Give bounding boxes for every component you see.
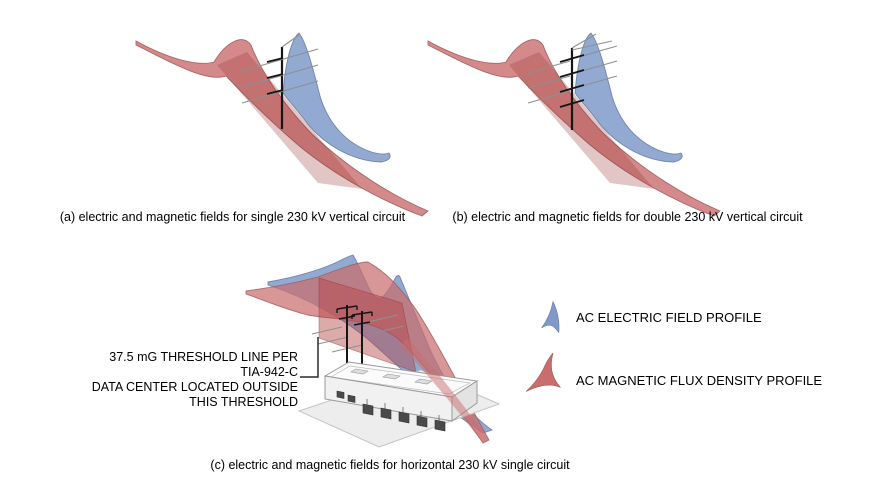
panel-a-caption: (a) electric and magnetic fields for sin… (59, 210, 406, 224)
panel-b-illustration (427, 32, 721, 217)
conductor-lines (241, 34, 319, 104)
crossarms (266, 57, 284, 95)
panel-a-illustration (135, 32, 429, 217)
threshold-annotation-line1: 37.5 mG THRESHOLD LINE PER (109, 350, 298, 364)
datacenter-annotation-line1: DATA CENTER LOCATED OUTSIDE (91, 380, 298, 394)
rooftop-units (350, 368, 433, 385)
threshold-leader-line (300, 337, 319, 378)
crossarms (559, 54, 585, 108)
panel-c-illustration (245, 254, 501, 448)
threshold-annotation-line2: TIA-942-C (240, 365, 298, 379)
magnetic-flux-tail-over-building (400, 338, 489, 443)
panel-b-caption: (b) electric and magnetic fields for dou… (452, 210, 803, 224)
datacenter-annotation-line2: THIS THRESHOLD (189, 395, 298, 409)
building-roof-parapet (329, 365, 472, 395)
generator-equipment (336, 390, 446, 432)
threshold-annotation: 37.5 mG THRESHOLD LINE PER TIA-942-C DAT… (28, 350, 298, 410)
conductor-lines (311, 314, 405, 353)
magnetic-flux-profile-icon (525, 352, 561, 392)
panel-c-caption: (c) electric and magnetic fields for hor… (210, 458, 570, 472)
electric-field-profile-icon (541, 301, 560, 333)
legend-label-magnetic: AC MAGNETIC FLUX DENSITY PROFILE (576, 373, 823, 388)
data-center-building (297, 361, 501, 448)
legend-label-electric: AC ELECTRIC FIELD PROFILE (576, 310, 762, 325)
transmission-poles-horizontal-circuit (336, 305, 373, 370)
